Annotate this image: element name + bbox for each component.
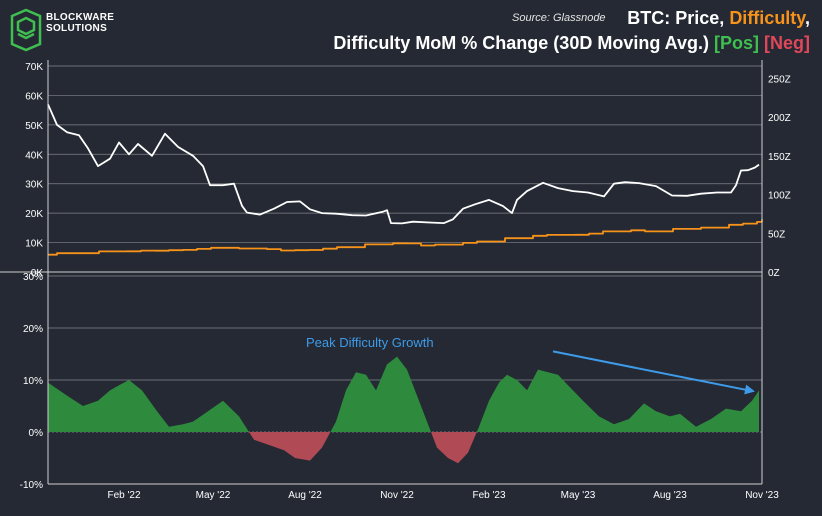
x-tick-label: Feb '23 [472,490,505,501]
price-line [47,103,760,225]
y-left-tick-label: 30K [25,180,43,191]
top-panel-grid [48,65,762,243]
chart-title-line1: BTC: Price, Difficulty, [627,8,810,29]
x-tick-label: Aug '22 [288,490,322,501]
y-left-tick-label: 10K [25,239,43,250]
title-pos: [Pos] [713,33,759,53]
positive-area [48,380,249,432]
logo-line2: SOLUTIONS [46,23,108,34]
axes-layer [0,60,763,485]
logo-text: BLOCKWARE SOLUTIONS [46,12,114,34]
source-label: Source: Glassnode [512,12,606,24]
title-price: BTC: Price, [627,8,730,28]
y-left-tick-label: 60K [25,91,43,102]
title-comma: , [804,8,810,28]
mom-area-layer [48,356,759,464]
y-bottom-tick-label: 20% [23,324,43,335]
y-bottom-tick-label: 10% [23,376,43,387]
y-right-tick-label: 100Z [768,191,791,202]
y-right-tick-label: 200Z [768,113,791,124]
x-tick-label: May '23 [561,490,596,501]
y-left-tick-label: 20K [25,209,43,220]
price-difficulty-lines [47,103,763,256]
y-left-tick-label: 70K [25,62,43,73]
y-bottom-tick-label: 0% [29,428,44,439]
positive-area [476,369,759,432]
annotation-layer: Peak Difficulty Growth [306,335,755,395]
y-left-tick-label: 40K [25,150,43,161]
logo-line1: BLOCKWARE [46,12,115,23]
difficulty-line [48,219,763,256]
title-neg: [Neg] [764,33,810,53]
positive-area [330,356,431,432]
y-left-tick-label: 0K [31,268,44,279]
x-tick-label: May '22 [196,490,231,501]
x-tick-label: Feb '22 [107,490,140,501]
chart-title-line2: Difficulty MoM % Change (30D Moving Avg.… [333,33,810,54]
annotation-arrow-line [552,350,750,392]
negative-area [249,432,331,461]
tick-labels: 70K 60K 50K 40K 30K 20K 10K 0K 250Z 200Z 150Z 100Z 5… [20,62,791,501]
y-right-tick-label: 150Z [768,152,791,163]
negative-area [431,432,477,464]
title-mom: Difficulty MoM % Change (30D Moving Avg.… [333,33,714,53]
y-bottom-tick-label: 30% [23,272,43,283]
y-right-tick-label: 50Z [768,229,785,240]
blockware-logo-icon [10,8,42,52]
y-left-tick-label: 50K [25,121,43,132]
title-difficulty: Difficulty [729,8,805,28]
y-right-tick-label: 0Z [768,268,780,279]
y-bottom-tick-label: -10% [20,480,43,491]
annotation-arrow-head [744,384,755,395]
x-tick-label: Nov '23 [745,490,779,501]
x-tick-label: Nov '22 [380,490,414,501]
y-right-tick-label: 250Z [768,74,791,85]
annotation-label: Peak Difficulty Growth [306,335,434,350]
x-tick-label: Aug '23 [653,490,687,501]
